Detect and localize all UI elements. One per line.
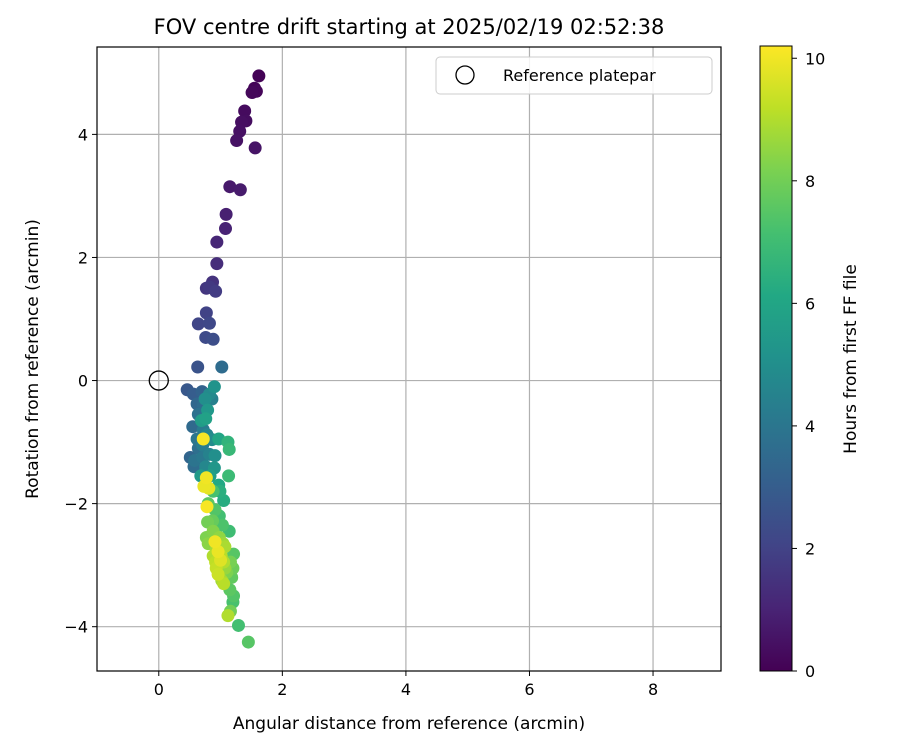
data-point xyxy=(238,104,252,118)
data-point xyxy=(199,306,213,320)
x-tick-label: 6 xyxy=(524,680,534,699)
x-tick-label: 2 xyxy=(277,680,287,699)
colorbar-tick-label: 10 xyxy=(805,49,825,68)
colorbar-ticks: 0 2 4 6 8 10 xyxy=(792,49,825,681)
colorbar: 0 2 4 6 8 10 Hours from first FF file xyxy=(759,45,861,681)
data-point xyxy=(233,183,247,197)
data-point xyxy=(199,412,213,426)
x-axis-ticks: 0 2 4 6 8 xyxy=(154,671,658,699)
data-point xyxy=(207,380,221,394)
y-axis-ticks: −4 −2 0 2 4 xyxy=(64,125,97,637)
data-point xyxy=(219,222,233,236)
y-tick-label: 4 xyxy=(78,125,88,144)
data-point xyxy=(198,392,212,406)
x-tick-label: 8 xyxy=(648,680,658,699)
legend-open-circle-marker xyxy=(455,65,475,85)
x-axis-label: Angular distance from reference (arcmin) xyxy=(233,714,585,734)
chart-title: FOV centre drift starting at 2025/02/19 … xyxy=(154,15,665,39)
data-point xyxy=(219,207,233,221)
data-point xyxy=(221,609,235,623)
data-point xyxy=(209,284,223,298)
data-point xyxy=(230,134,244,148)
data-point xyxy=(211,567,225,581)
plot-frame xyxy=(96,46,722,672)
data-point xyxy=(252,69,266,83)
colorbar-tick-label: 8 xyxy=(805,172,815,191)
grid xyxy=(97,47,721,671)
y-axis-label: Rotation from reference (arcmin) xyxy=(23,219,43,499)
colorbar-tick-label: 6 xyxy=(805,294,815,313)
data-point xyxy=(202,316,216,330)
data-point xyxy=(222,469,236,483)
data-point xyxy=(191,317,205,331)
data-point xyxy=(248,141,262,155)
data-point xyxy=(199,471,213,485)
data-point xyxy=(222,442,236,456)
data-point xyxy=(210,257,224,271)
colorbar-gradient xyxy=(759,45,793,672)
colorbar-tick-label: 0 xyxy=(805,662,815,681)
data-point xyxy=(223,180,237,194)
data-point xyxy=(215,360,229,374)
data-point xyxy=(191,360,205,374)
data-point xyxy=(215,518,229,532)
data-point xyxy=(206,332,220,346)
colorbar-tick-label: 2 xyxy=(805,539,815,558)
data-point xyxy=(210,235,224,249)
legend-entry-reference-platepar: Reference platepar xyxy=(503,66,656,85)
colorbar-tick-label: 4 xyxy=(805,417,815,436)
data-point xyxy=(208,449,222,463)
data-point xyxy=(208,535,222,549)
data-point xyxy=(245,86,259,100)
data-point xyxy=(241,635,255,649)
y-tick-label: −4 xyxy=(64,618,88,637)
x-tick-label: 4 xyxy=(401,680,411,699)
data-point xyxy=(231,618,245,632)
x-tick-label: 0 xyxy=(154,680,164,699)
reference-platepar-marker xyxy=(148,370,169,391)
y-tick-label: −2 xyxy=(64,495,88,514)
y-tick-label: 2 xyxy=(78,248,88,267)
reference-marker-layer xyxy=(148,370,169,391)
legend-box xyxy=(435,56,713,95)
colorbar-label: Hours from first FF file xyxy=(841,264,861,454)
data-point xyxy=(200,500,214,514)
data-point xyxy=(196,432,210,446)
data-points xyxy=(180,69,266,649)
y-tick-label: 0 xyxy=(78,372,88,391)
legend: Reference platepar xyxy=(435,56,713,95)
data-point xyxy=(211,545,225,559)
